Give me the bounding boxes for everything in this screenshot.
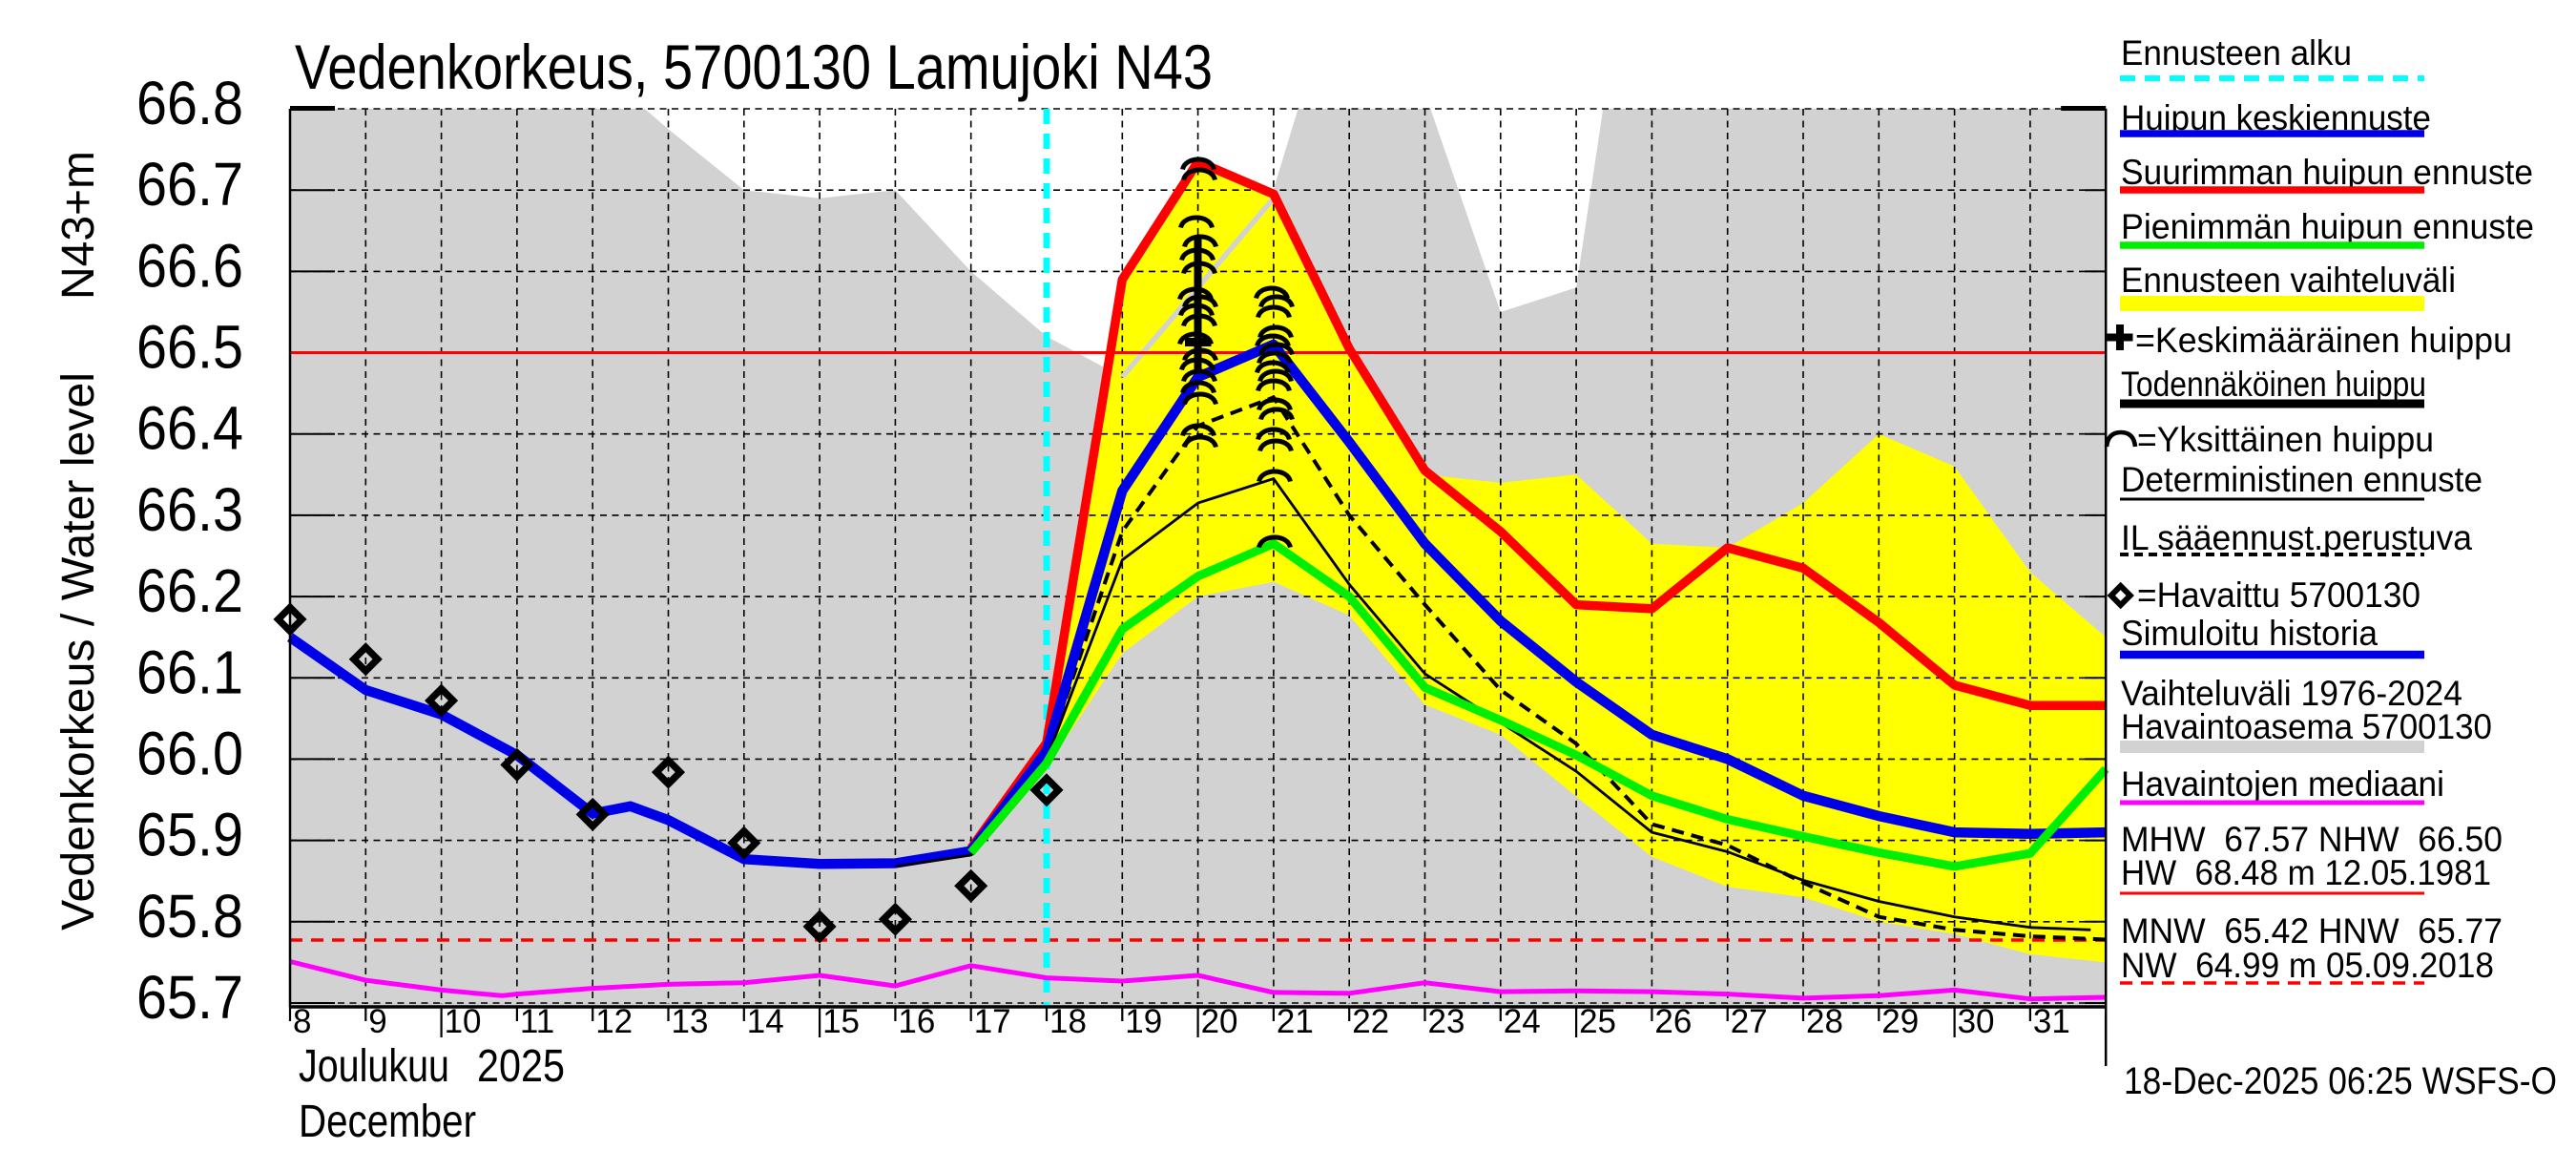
svg-text:17: 17	[974, 1003, 1011, 1040]
svg-text:Ennusteen vaihteluväli: Ennusteen vaihteluväli	[2121, 261, 2456, 300]
svg-text:=Keskimääräinen huippu: =Keskimääräinen huippu	[2135, 321, 2512, 360]
svg-text:Joulukuu: Joulukuu	[299, 1041, 449, 1092]
svg-text:=Havaittu 5700130: =Havaittu 5700130	[2137, 575, 2420, 615]
svg-text:Todennäköinen huippu: Todennäköinen huippu	[2121, 365, 2426, 404]
svg-text:Vedenkorkeus / Water level: Vedenkorkeus / Water level	[53, 372, 104, 930]
svg-text:23: 23	[1428, 1003, 1465, 1040]
svg-text:66.6: 66.6	[136, 231, 243, 300]
svg-text:66.1: 66.1	[136, 638, 243, 706]
svg-text:Ennusteen alku: Ennusteen alku	[2121, 33, 2352, 73]
svg-text:Havaintojen mediaani: Havaintojen mediaani	[2121, 764, 2444, 804]
svg-text:66.7: 66.7	[136, 150, 243, 219]
svg-text:=Yksittäinen huippu: =Yksittäinen huippu	[2137, 420, 2434, 459]
svg-text:65.7: 65.7	[136, 963, 243, 1032]
svg-text:18-Dec-2025 06:25 WSFS-O: 18-Dec-2025 06:25 WSFS-O	[2124, 1060, 2557, 1102]
svg-text:Vedenkorkeus, 5700130 Lamujoki: Vedenkorkeus, 5700130 Lamujoki N43	[295, 31, 1213, 102]
svg-text:18: 18	[1049, 1003, 1087, 1040]
svg-text:66.5: 66.5	[136, 313, 243, 382]
svg-text:26: 26	[1654, 1003, 1692, 1040]
svg-text:65.8: 65.8	[136, 882, 243, 951]
svg-text:Simuloitu historia: Simuloitu historia	[2121, 614, 2378, 653]
svg-text:24: 24	[1504, 1003, 1541, 1040]
svg-text:Pienimmän huipun ennuste: Pienimmän huipun ennuste	[2121, 207, 2534, 246]
svg-text:31: 31	[2033, 1003, 2070, 1040]
svg-text:Deterministinen ennuste: Deterministinen ennuste	[2121, 460, 2483, 499]
svg-text:December: December	[299, 1097, 476, 1145]
svg-text:MNW 65.42 HNW 65.77: MNW 65.42 HNW 65.77	[2121, 911, 2503, 951]
svg-text:11: 11	[520, 1003, 554, 1040]
svg-text:21: 21	[1277, 1003, 1314, 1040]
svg-text:30: 30	[1958, 1003, 1995, 1040]
svg-text:66.3: 66.3	[136, 475, 243, 544]
svg-text:28: 28	[1806, 1003, 1843, 1040]
svg-text:27: 27	[1731, 1003, 1768, 1040]
svg-text:2025: 2025	[477, 1041, 565, 1092]
svg-text:20: 20	[1201, 1003, 1238, 1040]
svg-text:13: 13	[672, 1003, 709, 1040]
svg-text:Suurimman huipun ennuste: Suurimman huipun ennuste	[2121, 153, 2533, 192]
svg-text:12: 12	[595, 1003, 633, 1040]
svg-text:14: 14	[747, 1003, 784, 1040]
svg-text:NW 64.99 m 05.09.2018: NW 64.99 m 05.09.2018	[2121, 946, 2494, 985]
svg-text:15: 15	[822, 1003, 860, 1040]
svg-text:66.8: 66.8	[136, 69, 243, 137]
svg-text:Vaihteluväli 1976-2024: Vaihteluväli 1976-2024	[2121, 674, 2462, 713]
svg-text:65.9: 65.9	[136, 801, 243, 869]
svg-text:IL sääennust.perustuva: IL sääennust.perustuva	[2121, 518, 2472, 557]
svg-text:29: 29	[1881, 1003, 1919, 1040]
svg-text:19: 19	[1125, 1003, 1162, 1040]
svg-text:10: 10	[445, 1003, 482, 1040]
svg-text:HW 68.48 m 12.05.1981: HW 68.48 m 12.05.1981	[2121, 853, 2491, 892]
svg-text:66.0: 66.0	[136, 719, 243, 787]
svg-text:N43+m: N43+m	[53, 151, 104, 300]
svg-text:Havaintoasema 5700130: Havaintoasema 5700130	[2121, 707, 2492, 746]
svg-text:MHW 67.57 NHW 66.50: MHW 67.57 NHW 66.50	[2121, 820, 2503, 859]
svg-text:22: 22	[1352, 1003, 1389, 1040]
svg-text:9: 9	[368, 1003, 386, 1040]
svg-text:66.4: 66.4	[136, 394, 243, 463]
svg-text:66.2: 66.2	[136, 556, 243, 625]
svg-text:25: 25	[1579, 1003, 1616, 1040]
svg-text:16: 16	[898, 1003, 935, 1040]
svg-text:8: 8	[293, 1003, 311, 1040]
